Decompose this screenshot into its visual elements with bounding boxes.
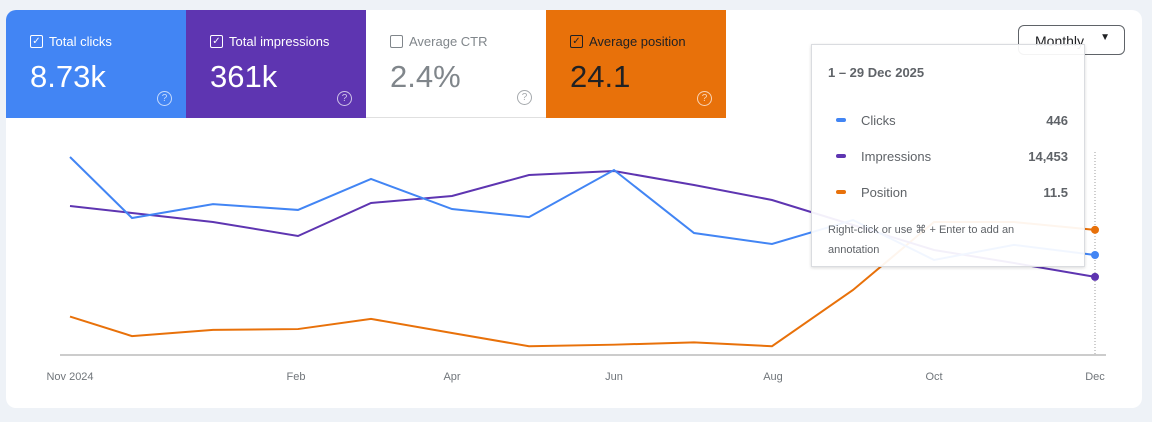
metric-value: 361k: [210, 59, 278, 94]
tooltip-date: 1 – 29 Dec 2025: [828, 65, 925, 80]
metric-label: Average CTR: [409, 34, 488, 49]
tooltip-series-name: Position: [861, 184, 908, 200]
metric-label: Total clicks: [49, 34, 112, 49]
annotation-hint: Right-click or use ⌘ + Enter to add an a…: [828, 224, 1015, 256]
data-point-position: [1091, 225, 1099, 234]
metric-label: Total impressions: [229, 34, 330, 49]
tooltip-row-clicks: Clicks 446: [828, 102, 1068, 138]
metric-card-clicks[interactable]: ✓ Total clicks 8.73k ?: [6, 10, 186, 118]
data-point-clicks: [1091, 251, 1099, 259]
legend-swatch: [836, 190, 846, 194]
x-tick-label: Feb: [286, 371, 306, 383]
x-tick-label: Oct: [925, 371, 943, 383]
metric-card-impressions[interactable]: ✓ Total impressions 361k ?: [186, 10, 366, 118]
checkbox-checked-icon[interactable]: ✓: [210, 35, 223, 48]
tooltip-series-value: 446: [1046, 112, 1068, 128]
x-tick-label: Aug: [763, 371, 783, 383]
tooltip-series-value: 14,453: [1028, 148, 1068, 164]
checkbox-checked-icon[interactable]: ✓: [30, 35, 43, 48]
help-icon[interactable]: ?: [697, 91, 712, 106]
tooltip-series-value: 11.5: [1043, 184, 1068, 200]
performance-panel: ✓ Total clicks 8.73k ? ✓ Total impressions…: [6, 10, 1142, 408]
help-icon[interactable]: ?: [157, 91, 172, 106]
x-tick-label: Dec: [1085, 371, 1105, 383]
legend-swatch: [836, 118, 846, 122]
metric-label: Average position: [589, 34, 686, 49]
data-point-impressions: [1091, 272, 1099, 281]
chart-tooltip: 1 – 29 Dec 2025 Clicks 446 Impressions 14,…: [811, 44, 1085, 267]
metric-card-position[interactable]: ✓ Average position 24.1 ?: [546, 10, 726, 118]
metric-value: 2.4%: [390, 59, 461, 94]
tooltip-series-name: Clicks: [861, 112, 896, 128]
metric-value: 8.73k: [30, 59, 106, 94]
help-icon[interactable]: ?: [517, 90, 532, 105]
x-tick-label: Apr: [443, 371, 461, 383]
caret-down-icon: ▼: [1100, 32, 1110, 43]
help-icon[interactable]: ?: [337, 91, 352, 106]
tooltip-series-name: Impressions: [861, 148, 932, 164]
metric-value: 24.1: [570, 59, 631, 94]
checkbox-unchecked-icon[interactable]: [390, 35, 403, 48]
x-tick-label: Jun: [605, 371, 623, 383]
checkbox-checked-icon[interactable]: ✓: [570, 35, 583, 48]
metric-card-ctr[interactable]: Average CTR 2.4% ?: [366, 10, 546, 118]
x-tick-label: Nov 2024: [46, 371, 94, 383]
legend-swatch: [836, 154, 846, 158]
tooltip-row-impressions: Impressions 14,453: [828, 138, 1068, 174]
tooltip-row-position: Position 11.5: [828, 174, 1068, 210]
